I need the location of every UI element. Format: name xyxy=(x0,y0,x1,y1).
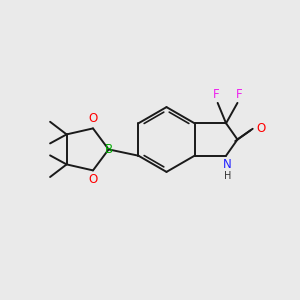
Text: O: O xyxy=(88,173,98,186)
Text: B: B xyxy=(104,143,113,156)
Text: O: O xyxy=(257,122,266,135)
Text: H: H xyxy=(224,171,231,181)
Text: F: F xyxy=(236,88,242,100)
Text: O: O xyxy=(88,112,98,125)
Text: N: N xyxy=(223,158,232,171)
Text: F: F xyxy=(213,88,220,100)
